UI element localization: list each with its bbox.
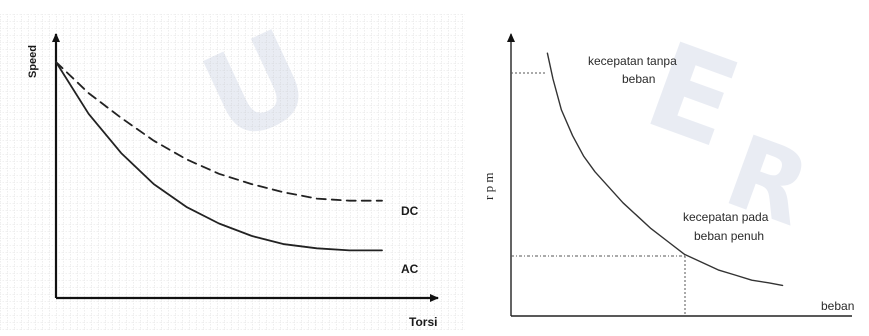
right-y-label: r p m	[481, 173, 496, 200]
full-load-annotation-line1: kecepatan pada	[683, 210, 769, 224]
no-load-annotation-line1: kecepatan tanpa	[588, 54, 677, 68]
left-dc-curve	[55, 61, 383, 202]
right-chart: r p m beban kecepatan tanpa beban kecepa…	[481, 33, 854, 317]
full-load-annotation-line2: beban penuh	[694, 229, 764, 243]
ac-label: AC	[401, 262, 419, 276]
right-x-label: beban	[821, 299, 854, 313]
left-chart: Speed Torsi DC AC	[0, 14, 465, 330]
dc-label: DC	[401, 204, 419, 218]
no-load-annotation-line2: beban	[622, 72, 655, 86]
right-series-0-curve	[546, 52, 784, 287]
left-ac-curve	[55, 61, 383, 252]
left-grid	[0, 14, 465, 330]
left-x-label: Torsi	[409, 315, 437, 329]
left-y-label: Speed	[27, 45, 39, 78]
svg-text:E: E	[630, 17, 755, 176]
